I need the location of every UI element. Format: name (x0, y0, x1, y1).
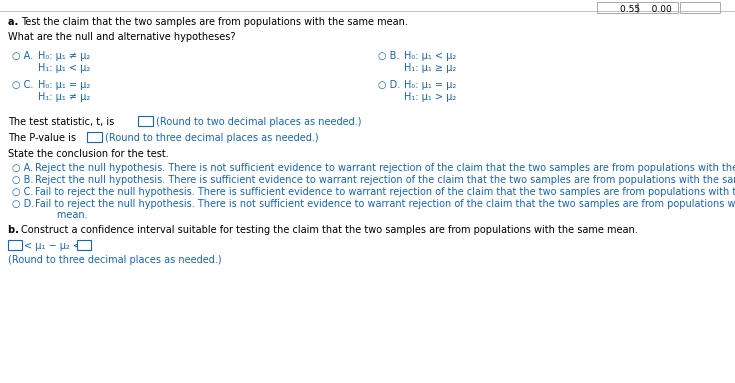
Text: ○ B.: ○ B. (12, 175, 33, 185)
Text: (Round to three decimal places as needed.): (Round to three decimal places as needed… (8, 255, 222, 265)
Text: ○ A.: ○ A. (12, 51, 33, 61)
Text: ○ B.: ○ B. (378, 51, 399, 61)
Text: (Round to three decimal places as needed.): (Round to three decimal places as needed… (105, 133, 319, 143)
Text: < μ₁ − μ₂ <: < μ₁ − μ₂ < (24, 241, 81, 251)
Text: H₁: μ₁ < μ₂: H₁: μ₁ < μ₂ (38, 63, 90, 73)
Text: Fail to reject the null hypothesis. There is sufficient evidence to warrant reje: Fail to reject the null hypothesis. Ther… (35, 187, 735, 197)
FancyBboxPatch shape (77, 240, 91, 250)
Text: Test the claim that the two samples are from populations with the same mean.: Test the claim that the two samples are … (21, 17, 408, 27)
Text: What are the null and alternative hypotheses?: What are the null and alternative hypoth… (8, 32, 235, 42)
Text: The test statistic, t, is: The test statistic, t, is (8, 117, 114, 127)
Text: H₁: μ₁ ≠ μ₂: H₁: μ₁ ≠ μ₂ (38, 92, 90, 102)
Text: ○ C.: ○ C. (12, 187, 33, 197)
FancyBboxPatch shape (680, 2, 720, 13)
Text: The P-value is: The P-value is (8, 133, 76, 143)
Text: 0.55    0.00: 0.55 0.00 (620, 5, 672, 14)
Text: H₀: μ₁ = μ₂: H₀: μ₁ = μ₂ (38, 80, 90, 90)
Text: H₀: μ₁ = μ₂: H₀: μ₁ = μ₂ (404, 80, 456, 90)
Text: mean.: mean. (35, 210, 87, 220)
FancyBboxPatch shape (8, 240, 22, 250)
Text: H₀: μ₁ ≠ μ₂: H₀: μ₁ ≠ μ₂ (38, 51, 90, 61)
FancyBboxPatch shape (87, 132, 102, 142)
Text: ○ C.: ○ C. (12, 80, 33, 90)
Text: a.: a. (8, 17, 21, 27)
Text: H₁: μ₁ > μ₂: H₁: μ₁ > μ₂ (404, 92, 456, 102)
Text: (Round to two decimal places as needed.): (Round to two decimal places as needed.) (156, 117, 362, 127)
Text: b.: b. (8, 225, 22, 235)
FancyBboxPatch shape (638, 2, 678, 13)
Text: H₀: μ₁ < μ₂: H₀: μ₁ < μ₂ (404, 51, 456, 61)
FancyBboxPatch shape (597, 2, 637, 13)
Text: H₁: μ₁ ≥ μ₂: H₁: μ₁ ≥ μ₂ (404, 63, 456, 73)
FancyBboxPatch shape (138, 116, 153, 126)
Text: Reject the null hypothesis. There is not sufficient evidence to warrant rejectio: Reject the null hypothesis. There is not… (35, 163, 735, 173)
Text: State the conclusion for the test.: State the conclusion for the test. (8, 149, 169, 159)
Text: Reject the null hypothesis. There is sufficient evidence to warrant rejection of: Reject the null hypothesis. There is suf… (35, 175, 735, 185)
Text: ○ A.: ○ A. (12, 163, 33, 173)
Text: ○ D.: ○ D. (12, 199, 35, 209)
Text: ○ D.: ○ D. (378, 80, 401, 90)
Text: Fail to reject the null hypothesis. There is not sufficient evidence to warrant : Fail to reject the null hypothesis. Ther… (35, 199, 735, 209)
Text: Construct a confidence interval suitable for testing the claim that the two samp: Construct a confidence interval suitable… (21, 225, 638, 235)
